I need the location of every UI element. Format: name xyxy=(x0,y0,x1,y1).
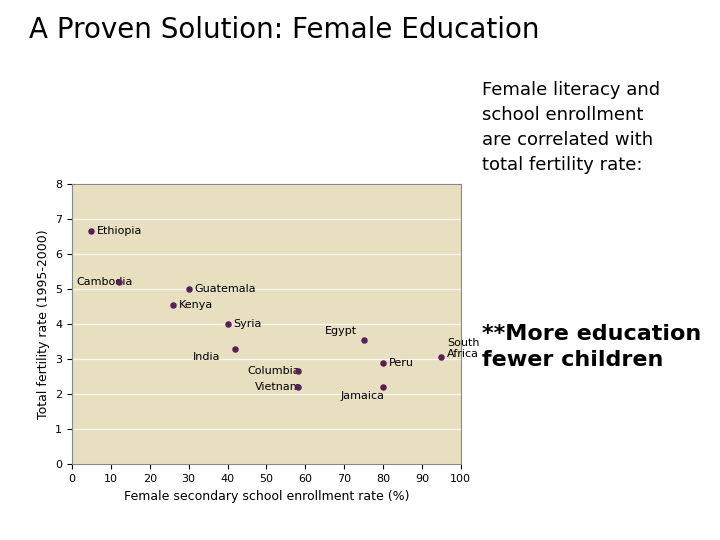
Point xyxy=(292,367,303,376)
Point xyxy=(183,285,194,293)
Text: Columbia: Columbia xyxy=(247,366,300,376)
Point xyxy=(292,383,303,391)
Point xyxy=(86,227,97,235)
Point xyxy=(377,383,389,391)
Text: **More education
fewer children: **More education fewer children xyxy=(482,324,702,369)
Point xyxy=(113,278,125,286)
Text: Egypt: Egypt xyxy=(325,326,357,336)
Text: Vietnam: Vietnam xyxy=(255,382,302,392)
Text: Peru: Peru xyxy=(389,357,414,368)
Text: A Proven Solution: Female Education: A Proven Solution: Female Education xyxy=(29,16,539,44)
Text: Jamaica: Jamaica xyxy=(341,391,384,401)
Point xyxy=(377,359,389,367)
Text: Female literacy and
school enrollment
are correlated with
total fertility rate:: Female literacy and school enrollment ar… xyxy=(482,81,660,174)
Text: Ethiopia: Ethiopia xyxy=(97,226,143,236)
X-axis label: Female secondary school enrollment rate (%): Female secondary school enrollment rate … xyxy=(124,490,409,503)
Point xyxy=(436,353,447,362)
Y-axis label: Total fertility rate (1995-2000): Total fertility rate (1995-2000) xyxy=(37,229,50,419)
Text: Syria: Syria xyxy=(233,319,262,329)
Text: Cambodia: Cambodia xyxy=(76,277,132,287)
Point xyxy=(222,320,233,328)
Text: India: India xyxy=(192,352,220,362)
Text: Guatemala: Guatemala xyxy=(194,284,256,294)
Text: Kenya: Kenya xyxy=(179,300,213,310)
Point xyxy=(358,335,369,344)
Text: South
Africa: South Africa xyxy=(447,338,480,360)
Point xyxy=(230,345,241,353)
Point xyxy=(167,300,179,309)
